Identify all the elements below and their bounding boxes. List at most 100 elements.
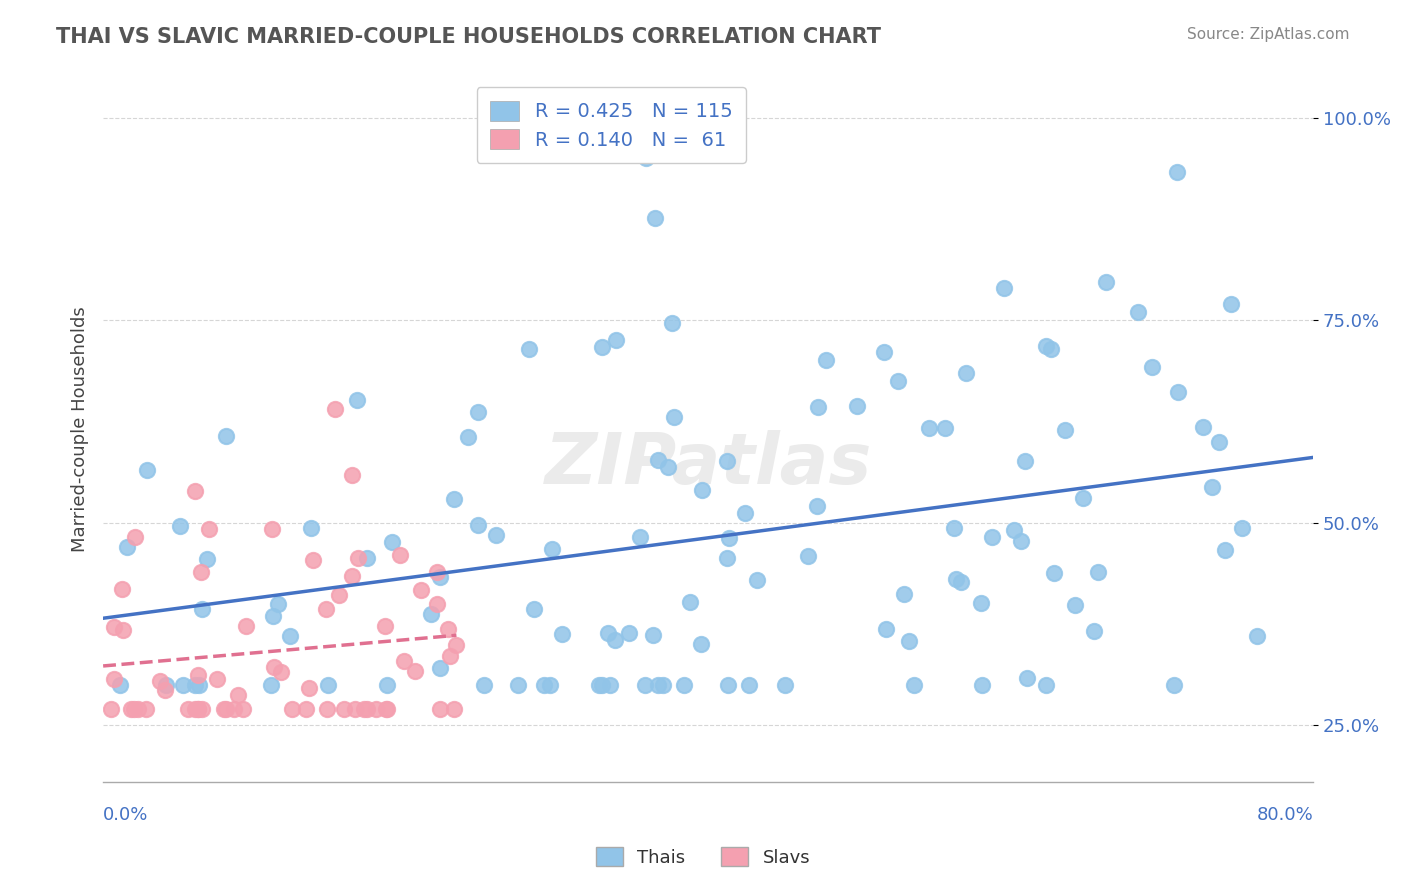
Point	[679, 595, 702, 609]
Point	[184, 678, 207, 692]
Text: Source: ZipAtlas.com: Source: ZipAtlas.com	[1187, 27, 1350, 42]
Point	[1213, 543, 1236, 558]
Legend: Thais, Slavs: Thais, Slavs	[588, 840, 818, 874]
Point	[172, 678, 194, 692]
Point	[381, 535, 404, 549]
Point	[1015, 671, 1038, 685]
Point	[353, 702, 375, 716]
Text: 0.0%: 0.0%	[103, 806, 149, 824]
Point	[108, 678, 131, 692]
Point	[1014, 453, 1036, 467]
Point	[918, 421, 941, 435]
Point	[224, 702, 246, 716]
Point	[270, 665, 292, 679]
Point	[135, 702, 157, 716]
Point	[121, 702, 143, 716]
Point	[745, 573, 768, 587]
Point	[934, 421, 956, 435]
Point	[342, 568, 364, 582]
Point	[205, 672, 228, 686]
Point	[356, 702, 378, 716]
Point	[263, 659, 285, 673]
Point	[112, 624, 135, 638]
Point	[342, 467, 364, 482]
Point	[1167, 384, 1189, 399]
Point	[187, 667, 209, 681]
Point	[661, 316, 683, 330]
Point	[807, 400, 830, 414]
Point	[343, 702, 366, 716]
Point	[717, 531, 740, 545]
Point	[446, 639, 468, 653]
Point	[364, 702, 387, 716]
Point	[508, 678, 530, 692]
Point	[717, 678, 740, 692]
Text: 80.0%: 80.0%	[1257, 806, 1313, 824]
Point	[591, 340, 613, 354]
Point	[124, 530, 146, 544]
Point	[873, 344, 896, 359]
Point	[323, 402, 346, 417]
Point	[467, 518, 489, 533]
Point	[652, 678, 675, 692]
Point	[647, 453, 669, 467]
Point	[596, 626, 619, 640]
Point	[628, 530, 651, 544]
Point	[266, 597, 288, 611]
Point	[541, 542, 564, 557]
Point	[316, 702, 339, 716]
Point	[191, 702, 214, 716]
Point	[115, 541, 138, 555]
Point	[437, 623, 460, 637]
Point	[886, 374, 908, 388]
Point	[426, 597, 449, 611]
Point	[215, 429, 238, 443]
Point	[1166, 165, 1188, 179]
Point	[191, 601, 214, 615]
Point	[262, 608, 284, 623]
Point	[1043, 566, 1066, 580]
Point	[690, 483, 713, 497]
Point	[551, 626, 574, 640]
Point	[111, 582, 134, 597]
Point	[103, 672, 125, 686]
Point	[1128, 305, 1150, 319]
Y-axis label: Married-couple Households: Married-couple Households	[72, 307, 89, 552]
Point	[103, 620, 125, 634]
Point	[1246, 629, 1268, 643]
Point	[215, 702, 238, 716]
Point	[346, 392, 368, 407]
Point	[347, 551, 370, 566]
Point	[404, 665, 426, 679]
Point	[195, 552, 218, 566]
Point	[647, 678, 669, 692]
Point	[299, 521, 322, 535]
Point	[734, 506, 756, 520]
Point	[155, 678, 177, 692]
Point	[1163, 678, 1185, 692]
Point	[1083, 624, 1105, 638]
Point	[122, 702, 145, 716]
Point	[375, 702, 398, 716]
Point	[898, 633, 921, 648]
Point	[302, 553, 325, 567]
Point	[955, 366, 977, 380]
Text: THAI VS SLAVIC MARRIED-COUPLE HOUSEHOLDS CORRELATION CHART: THAI VS SLAVIC MARRIED-COUPLE HOUSEHOLDS…	[56, 27, 882, 46]
Point	[972, 678, 994, 692]
Point	[294, 702, 316, 716]
Point	[1035, 678, 1057, 692]
Point	[942, 520, 965, 534]
Point	[1035, 339, 1057, 353]
Point	[177, 702, 200, 716]
Point	[136, 463, 159, 477]
Point	[1039, 343, 1062, 357]
Point	[429, 702, 451, 716]
Point	[673, 678, 696, 692]
Point	[533, 678, 555, 692]
Point	[374, 619, 396, 633]
Point	[806, 500, 828, 514]
Point	[419, 607, 441, 622]
Point	[1220, 297, 1243, 311]
Point	[467, 405, 489, 419]
Point	[1095, 275, 1118, 289]
